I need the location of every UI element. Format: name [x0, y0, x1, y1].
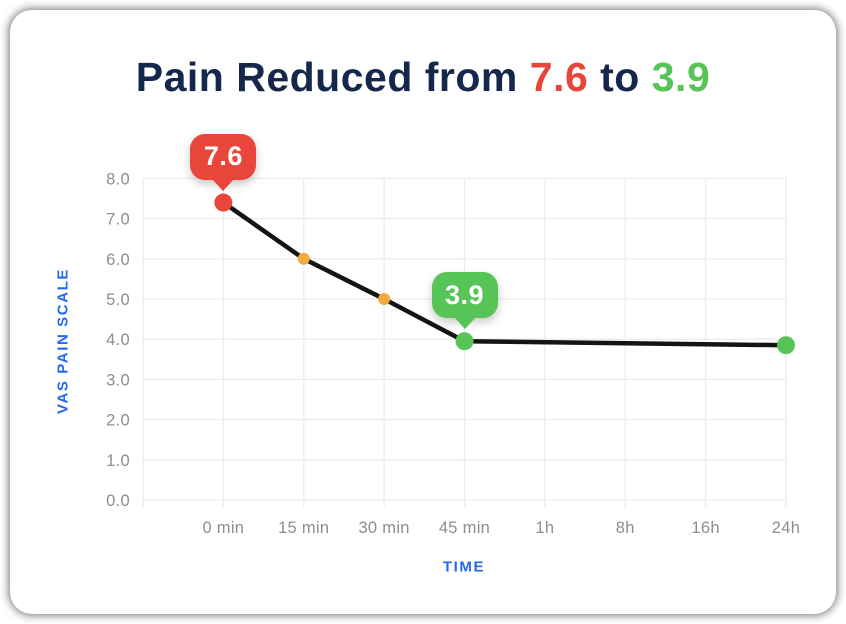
- title-text-prefix: Pain Reduced from: [135, 54, 530, 100]
- title-text-middle: to: [588, 54, 652, 100]
- title-start-value: 7.6: [529, 54, 589, 100]
- chart-title: Pain Reduced from 7.6 to 3.9: [0, 54, 846, 101]
- badge-pointer: [212, 178, 235, 191]
- badge-value: 7.6: [203, 141, 243, 172]
- title-end-value: 3.9: [651, 54, 711, 100]
- y-axis-title: VAS PAIN SCALE: [54, 267, 72, 415]
- x-axis-title: TIME: [442, 558, 486, 576]
- badge-value: 3.9: [444, 279, 485, 310]
- badge-pointer: [453, 317, 476, 330]
- value-badge-7.6: 7.6: [190, 133, 257, 191]
- value-badge-3.9: 3.9: [431, 272, 498, 330]
